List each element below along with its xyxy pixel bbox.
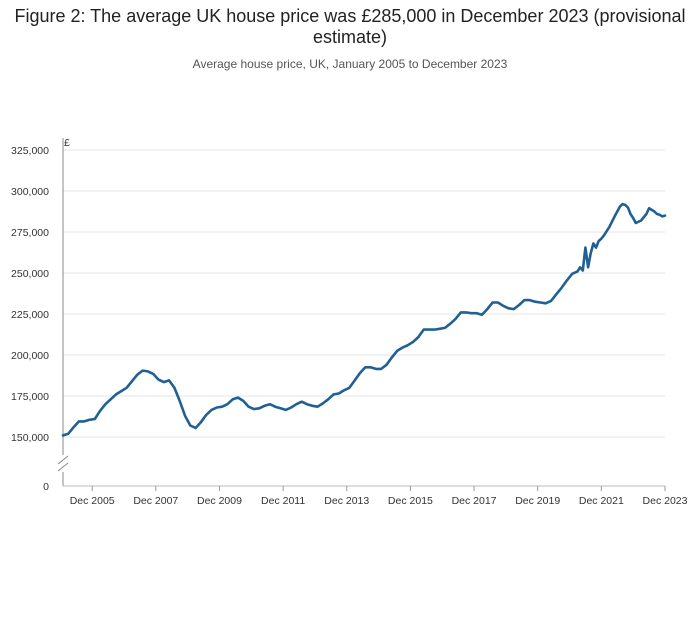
x-tick-label: Dec 2007 (133, 495, 178, 507)
series-line (61, 202, 667, 437)
y-tick-label: 275,000 (11, 227, 49, 239)
y-tick-label: 225,000 (11, 309, 49, 321)
y-axis-unit-label: £ (64, 137, 70, 149)
x-tick-label: Dec 2013 (324, 495, 369, 507)
x-tick-label: Dec 2005 (70, 495, 115, 507)
axis-break-mark (57, 455, 69, 465)
x-tick-label: Dec 2009 (197, 495, 242, 507)
grid-layer (63, 149, 665, 438)
y-tick-label: 325,000 (11, 145, 49, 157)
chart-title: Figure 2: The average UK house price was… (14, 6, 686, 47)
x-tick-label: Dec 2015 (388, 495, 433, 507)
chart-subtitle: Average house price, UK, January 2005 to… (192, 57, 508, 71)
y-tick-label: 175,000 (11, 391, 49, 403)
label-layer: 0 150,000 175,000 200,000 225,000 250,000 275,… (11, 137, 688, 507)
x-tick-label: Dec 2023 (643, 495, 688, 507)
x-tick-label: Dec 2019 (515, 495, 560, 507)
y-tick-label: 0 (43, 481, 49, 493)
x-tick-label: Dec 2021 (579, 495, 624, 507)
y-tick-label: 200,000 (11, 350, 49, 362)
x-tick-label: Dec 2017 (452, 495, 497, 507)
axis-break-mark (57, 462, 69, 472)
line-layer (61, 202, 667, 437)
axis-layer (57, 138, 666, 491)
y-tick-label: 250,000 (11, 268, 49, 280)
y-tick-label: 300,000 (11, 186, 49, 198)
y-tick-label: 150,000 (11, 432, 49, 444)
x-tick-label: Dec 2011 (261, 495, 305, 507)
